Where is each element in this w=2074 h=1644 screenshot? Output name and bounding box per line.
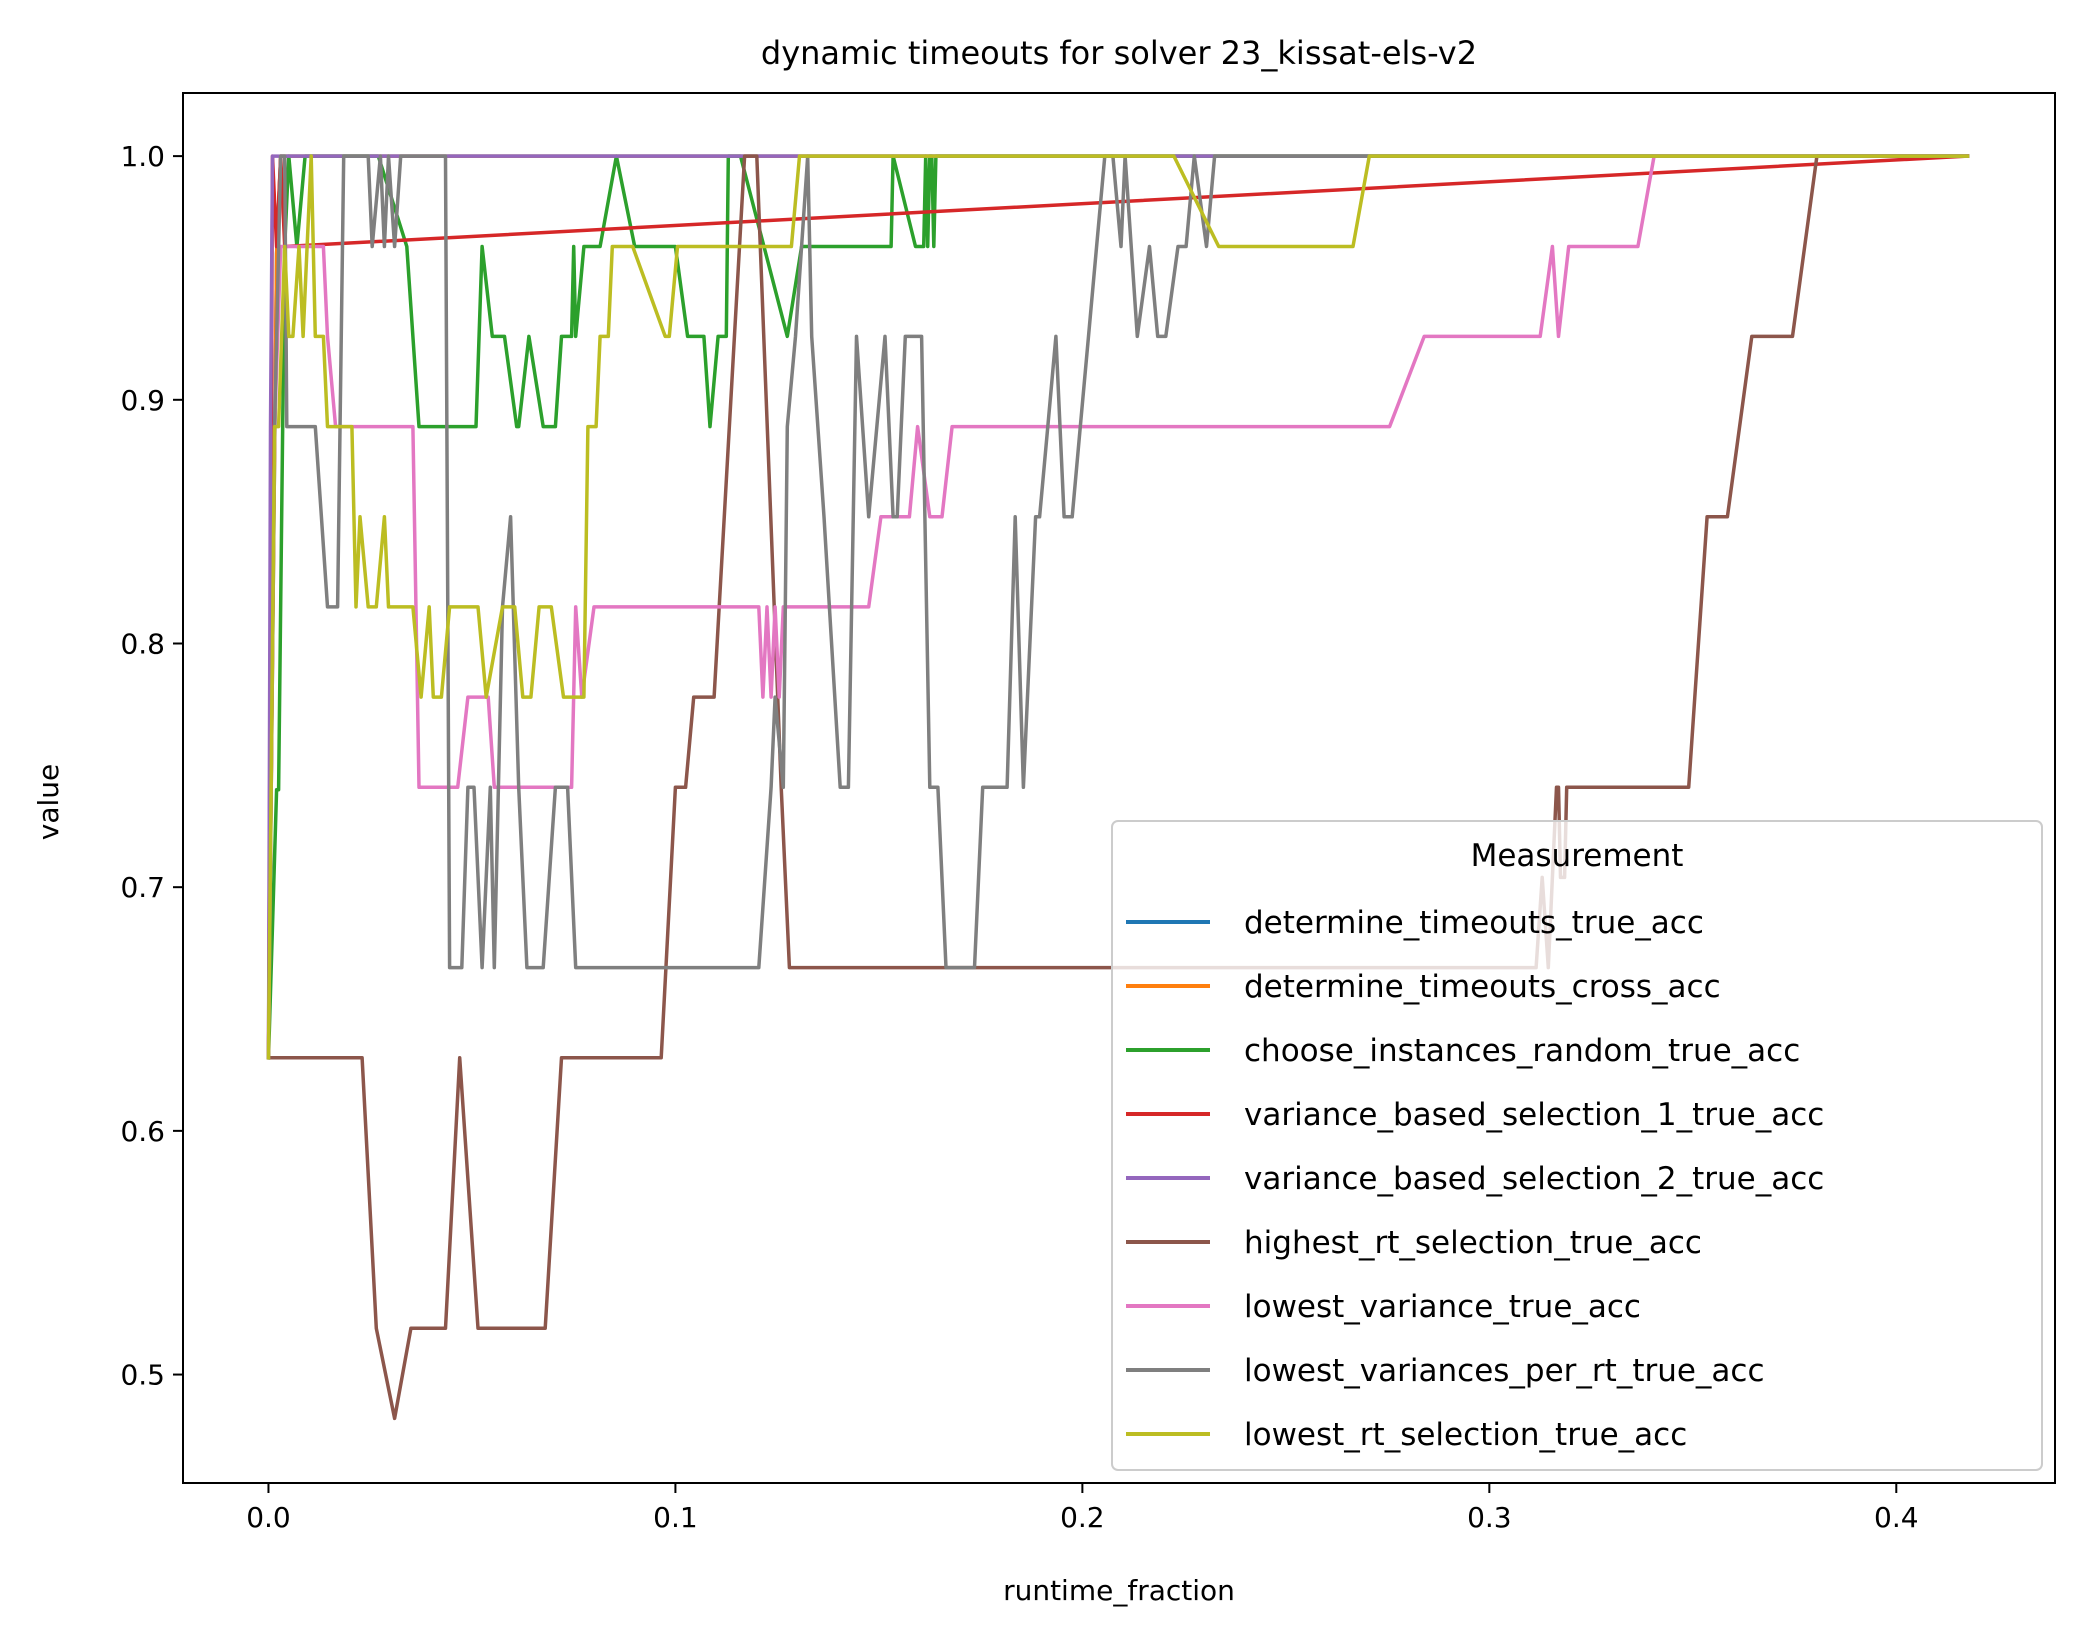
series-line-6 (266, 154, 1970, 1060)
y-tick-label: 0.7 (120, 871, 165, 904)
y-tick-label: 0.9 (120, 384, 165, 417)
x-tick-label: 0.0 (246, 1501, 291, 1534)
axes: 0.0 0.1 0.2 0.3 0.4 0.5 0.6 0.7 0.8 0.9 1.0 (120, 92, 2056, 1534)
series-line-8 (266, 154, 1970, 1060)
legend: Measurement determine_timeouts_true_accde… (1111, 820, 2043, 1471)
legend-entry-3: variance_based_selection_1_true_acc (1244, 1097, 1824, 1133)
x-tick-label: 0.2 (1060, 1501, 1105, 1534)
x-tick-label: 0.1 (653, 1501, 698, 1534)
x-axis-label: runtime_fraction (1003, 1574, 1235, 1607)
legend-entry-5: highest_rt_selection_true_acc (1244, 1225, 1702, 1261)
legend-box (1111, 820, 2043, 1471)
y-tick-label: 0.8 (120, 627, 165, 660)
legend-entry-7: lowest_variances_per_rt_true_acc (1244, 1353, 1765, 1389)
legend-entry-6: lowest_variance_true_acc (1244, 1289, 1641, 1325)
y-tick-label: 0.5 (120, 1359, 165, 1392)
x-tick-label: 0.3 (1467, 1501, 1512, 1534)
y-tick-label: 1.0 (120, 140, 165, 173)
legend-entry-2: choose_instances_random_true_acc (1244, 1033, 1800, 1069)
axes-frame (182, 92, 2056, 1484)
legend-entry-4: variance_based_selection_2_true_acc (1244, 1161, 1824, 1197)
chart-title: dynamic timeouts for solver 23_kissat-el… (761, 34, 1477, 72)
legend-entry-8: lowest_rt_selection_true_acc (1244, 1417, 1687, 1453)
y-tick-label: 0.6 (120, 1115, 165, 1148)
x-tick-label: 0.4 (1874, 1501, 1919, 1534)
legend-entry-0: determine_timeouts_true_acc (1244, 905, 1704, 941)
legend-title: Measurement (1471, 838, 1684, 874)
y-axis-label: value (32, 764, 65, 840)
series-line-7 (266, 154, 1970, 1060)
legend-entry-1: determine_timeouts_cross_acc (1244, 969, 1721, 1005)
